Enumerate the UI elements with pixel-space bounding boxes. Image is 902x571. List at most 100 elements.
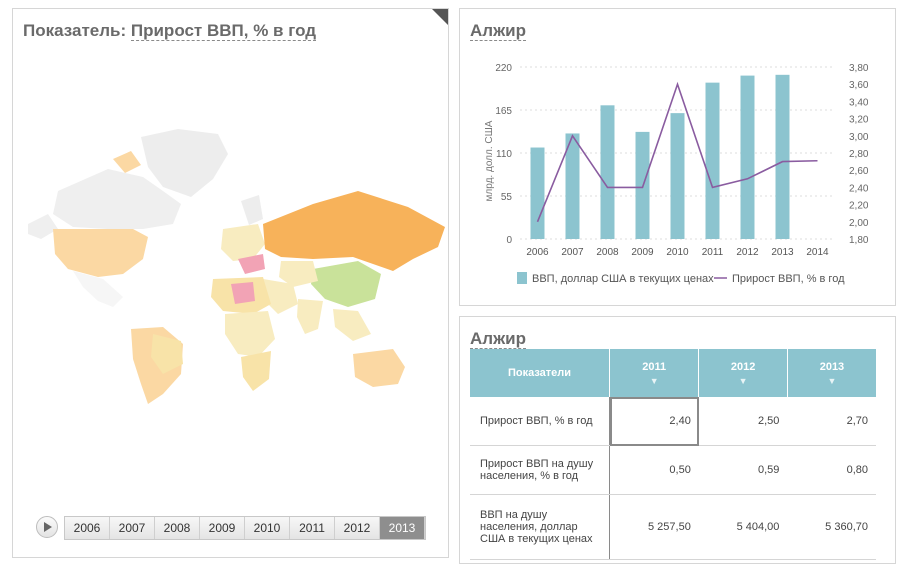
column-header-2013[interactable]: 2013 ▼ — [787, 349, 876, 397]
year-2007-button[interactable]: 2007 — [110, 517, 155, 539]
y-tick-label-right: 2,00 — [849, 218, 869, 229]
bar-gdp — [565, 133, 580, 239]
table-country-title[interactable]: Алжир — [470, 329, 526, 349]
x-tick-label: 2012 — [736, 247, 759, 258]
year-2006-button[interactable]: 2006 — [65, 517, 110, 539]
bar-gdp — [670, 113, 685, 239]
map-region-brazil[interactable] — [151, 334, 183, 374]
y-tick-label-right: 3,60 — [849, 80, 869, 91]
bar-gdp — [740, 75, 755, 239]
x-tick-label: 2013 — [771, 247, 794, 258]
table-row: Прирост ВВП, % в год 2,40 2,50 2,70 — [470, 397, 876, 446]
y-tick-label-right: 2,60 — [849, 166, 869, 177]
map-region-middle-east[interactable] — [263, 279, 298, 314]
panel-corner-toggle[interactable] — [432, 9, 448, 25]
world-map[interactable] — [13, 129, 450, 409]
map-region-india[interactable] — [297, 299, 323, 334]
map-region-usa[interactable] — [53, 229, 148, 277]
map-region-europe[interactable] — [221, 224, 265, 261]
y-tick-label-right: 2,80 — [849, 149, 869, 160]
year-timeline: 2006 2007 2008 2009 2010 2011 2012 2013 — [64, 516, 426, 540]
x-tick-label: 2006 — [526, 247, 549, 258]
x-tick-label: 2007 — [561, 247, 584, 258]
year-2012-button[interactable]: 2012 — [335, 517, 380, 539]
map-region-canada[interactable] — [53, 169, 181, 229]
legend-label-growth: Прирост ВВП, % в год — [732, 273, 845, 285]
map-region-central-asia[interactable] — [279, 261, 318, 287]
indicator-title-prefix: Показатель: — [23, 21, 131, 40]
bar-gdp — [530, 147, 545, 239]
map-region-algeria[interactable] — [231, 282, 255, 304]
y-tick-label-right: 2,40 — [849, 183, 869, 194]
year-2009-button[interactable]: 2009 — [200, 517, 245, 539]
filter-icon[interactable]: ▼ — [827, 375, 837, 386]
y-tick-label-right: 2,20 — [849, 201, 869, 212]
year-2008-button[interactable]: 2008 — [155, 517, 200, 539]
y-tick-label-right: 3,00 — [849, 132, 869, 143]
y-tick-label-left: 0 — [506, 235, 512, 246]
map-region-central-africa[interactable] — [225, 311, 275, 357]
year-2013-button[interactable]: 2013 — [380, 517, 425, 539]
year-2010-button[interactable]: 2010 — [245, 517, 290, 539]
map-region-scandinavia[interactable] — [241, 195, 263, 225]
y-tick-label-right: 3,80 — [849, 63, 869, 74]
table-cell[interactable]: 0,80 — [787, 445, 876, 495]
y-tick-label-right: 3,20 — [849, 115, 869, 126]
x-tick-label: 2009 — [631, 247, 654, 258]
map-region-east-europe[interactable] — [238, 254, 265, 274]
map-region-southeast-asia[interactable] — [333, 309, 371, 341]
map-region-china[interactable] — [311, 261, 381, 307]
x-tick-label: 2010 — [666, 247, 689, 258]
bar-gdp — [600, 105, 615, 240]
column-header-2011-label: 2011 — [642, 360, 667, 373]
map-region-arctic-islands[interactable] — [113, 151, 141, 173]
table-cell[interactable]: 2,50 — [698, 397, 788, 446]
x-tick-label: 2014 — [806, 247, 829, 258]
map-region-greenland[interactable] — [141, 129, 228, 197]
y-axis-label: млрд. долл. США — [484, 120, 495, 201]
table-row: Прирост ВВП на душу населения, % в год 0… — [470, 445, 876, 495]
line-growth — [536, 81, 818, 223]
indicators-table: Показатели 2011 ▼ 2012 ▼ 2013 ▼ Прирост ВВП… — [470, 349, 876, 560]
legend-swatch-gdp — [517, 272, 527, 284]
x-tick-label: 2008 — [596, 247, 619, 258]
map-region-russia[interactable] — [263, 191, 445, 271]
chart-country-title[interactable]: Алжир — [470, 21, 526, 41]
play-button[interactable] — [36, 516, 58, 538]
y-tick-label-right: 3,40 — [849, 97, 869, 108]
play-icon — [44, 522, 52, 532]
y-tick-label-left: 220 — [495, 63, 512, 74]
column-header-2012[interactable]: 2012 ▼ — [698, 349, 788, 397]
table-panel: Алжир Показатели 2011 ▼ 2012 ▼ 2013 ▼ Приро… — [459, 316, 896, 564]
row-label: Прирост ВВП, % в год — [470, 397, 610, 446]
filter-icon[interactable]: ▼ — [738, 375, 748, 386]
indicator-selector-link[interactable]: Прирост ВВП, % в год — [130, 21, 317, 41]
legend-label-gdp: ВВП, доллар США в текущих ценах — [532, 273, 714, 285]
y-tick-label-left: 110 — [496, 149, 512, 160]
column-header-indicators: Показатели — [470, 349, 610, 397]
table-cell[interactable]: 0,59 — [698, 445, 788, 495]
gdp-chart: млрд. долл. США ВВП, доллар США в текущи… — [484, 63, 869, 285]
indicator-title: Показатель: Прирост ВВП, % в год — [23, 21, 317, 41]
table-cell[interactable]: 0,50 — [609, 445, 699, 495]
table-cell[interactable]: 5 360,70 — [787, 494, 876, 560]
filter-icon[interactable]: ▼ — [649, 375, 659, 386]
y-tick-label-left: 55 — [501, 192, 513, 203]
table-cell-selected[interactable]: 2,40 — [609, 397, 699, 446]
map-region-alaska[interactable] — [28, 214, 58, 239]
row-label: Прирост ВВП на душу населения, % в год — [470, 445, 610, 495]
chart-panel: Алжир млрд. долл. США ВВП, доллар США в … — [459, 8, 896, 306]
row-label: ВВП на душу населения, доллар США в теку… — [470, 494, 610, 560]
y-tick-label-right: 1,80 — [849, 235, 869, 246]
map-region-southern-africa[interactable] — [241, 351, 271, 391]
table-cell[interactable]: 5 404,00 — [698, 494, 788, 560]
table-cell[interactable]: 2,70 — [787, 397, 876, 446]
map-region-mexico[interactable] — [73, 271, 123, 307]
map-region-australia[interactable] — [353, 349, 405, 387]
table-cell[interactable]: 5 257,50 — [609, 494, 699, 560]
bar-gdp — [705, 82, 720, 240]
column-header-2011[interactable]: 2011 ▼ — [609, 349, 700, 397]
year-2011-button[interactable]: 2011 — [290, 517, 335, 539]
column-header-2012-label: 2012 — [730, 360, 756, 373]
map-panel: Показатель: Прирост ВВП, % в год — [12, 8, 449, 558]
